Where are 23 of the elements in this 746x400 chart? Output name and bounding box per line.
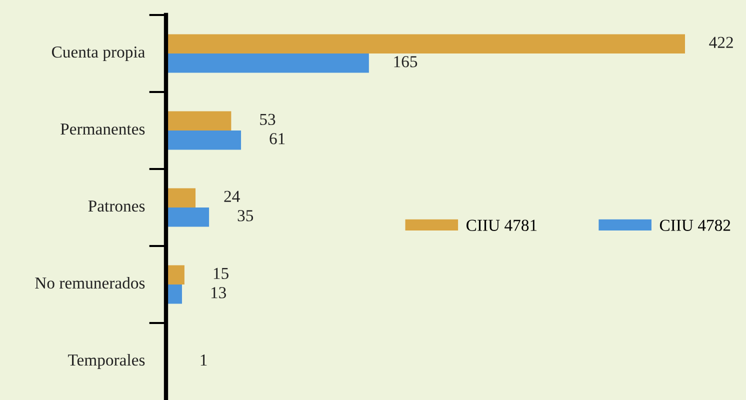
data-label: 24 — [224, 190, 240, 202]
data-label: 165 — [394, 56, 418, 68]
legend-label: CIIU 4782 — [660, 220, 730, 231]
bar — [166, 188, 196, 208]
data-label: 53 — [260, 114, 276, 126]
data-label: 61 — [270, 133, 285, 144]
data-label: 13 — [211, 287, 226, 298]
bar — [166, 34, 685, 54]
bar — [166, 111, 232, 130]
data-label: 15 — [214, 268, 228, 280]
y-tick-label: Temporales — [68, 354, 145, 370]
data-label: 422 — [709, 36, 733, 48]
y-tick-label: No remunerados — [35, 276, 145, 289]
y-tick-label: Permanentes — [60, 124, 145, 135]
data-label: 35 — [238, 210, 254, 222]
bar — [166, 208, 210, 227]
y-tick-label: Cuenta propia — [52, 46, 146, 62]
bar — [166, 265, 184, 284]
data-label: 1 — [200, 354, 207, 366]
bar — [166, 130, 242, 150]
legend-label: CIIU 4781 — [466, 220, 537, 231]
y-tick-label: Patrones — [88, 200, 145, 212]
bar — [166, 54, 369, 73]
